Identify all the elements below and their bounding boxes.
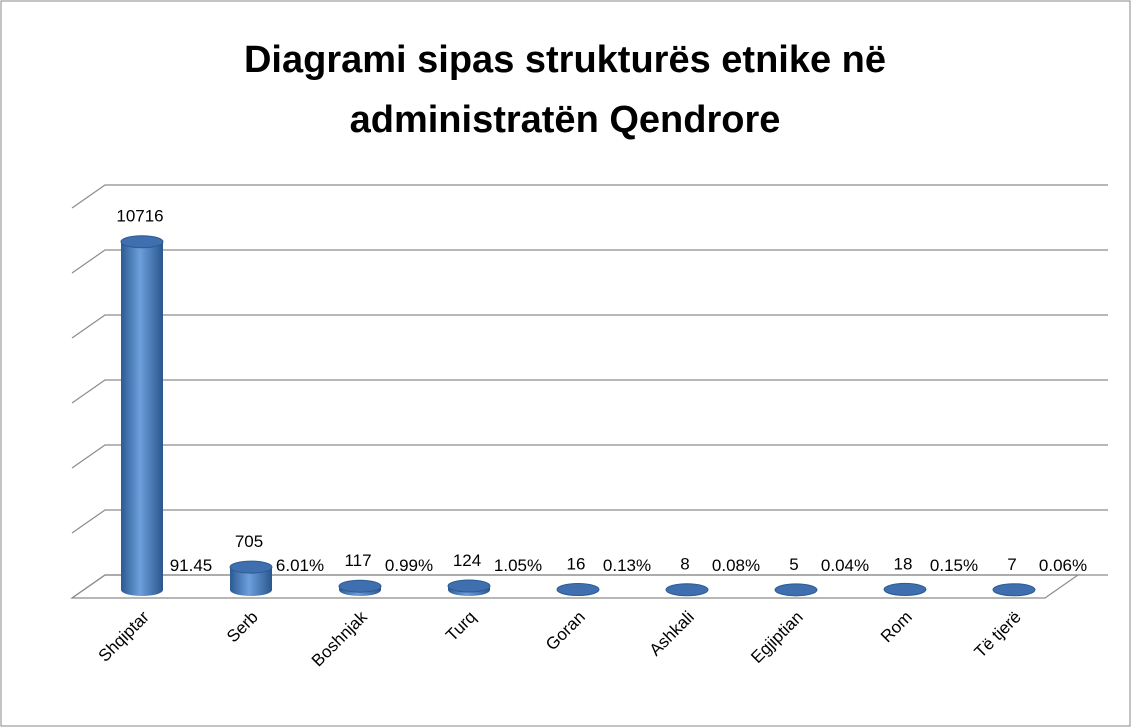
bar — [883, 582, 927, 596]
bar-top — [992, 583, 1036, 597]
bar-bottom — [121, 584, 163, 596]
value-label: 6.01% — [276, 556, 324, 575]
bar-top — [120, 235, 164, 249]
value-label: 705 — [235, 532, 263, 551]
value-label: 0.08% — [712, 556, 760, 575]
bar-top — [229, 560, 273, 574]
bar-body — [230, 567, 272, 590]
bar-top — [665, 583, 709, 597]
value-label: 18 — [894, 554, 913, 573]
grid-line — [71, 444, 1108, 469]
bar — [338, 579, 382, 596]
chart-title: administratën Qendrore — [350, 99, 781, 141]
value-label: 117 — [344, 551, 371, 570]
bar-top — [338, 579, 382, 593]
value-label: 5 — [789, 555, 798, 574]
chart-title: Diagrami sipas strukturës etnike në — [244, 39, 886, 81]
value-label: 124 — [453, 551, 481, 570]
bar — [665, 583, 709, 597]
value-label: 91.45 — [170, 556, 213, 575]
value-label: 0.15% — [930, 556, 978, 575]
bar-top — [883, 582, 927, 596]
value-label: 8 — [680, 555, 689, 574]
value-label: 0.04% — [821, 556, 869, 575]
value-label: 0.99% — [385, 556, 433, 575]
value-label: 16 — [567, 554, 586, 573]
value-label: 1.05% — [494, 556, 542, 575]
grid-line — [71, 184, 1108, 209]
grid-line — [71, 249, 1108, 274]
value-label: 0.06% — [1039, 556, 1087, 575]
value-label: 0.13% — [603, 556, 651, 575]
bar-body — [121, 241, 163, 591]
grid-line — [71, 379, 1108, 404]
bar-top — [774, 583, 818, 597]
bar — [774, 583, 818, 597]
grid-line — [71, 574, 1108, 599]
bar-top — [447, 579, 491, 593]
grid-line — [71, 314, 1108, 339]
bar — [992, 583, 1036, 597]
bar — [229, 560, 273, 596]
bar — [556, 582, 600, 596]
bar-bottom — [230, 584, 272, 596]
bar — [447, 579, 491, 596]
bar-top — [556, 582, 600, 596]
grid-line — [71, 509, 1108, 534]
value-label: 10716 — [116, 207, 163, 226]
bar — [120, 235, 164, 596]
value-label: 7 — [1007, 555, 1016, 574]
